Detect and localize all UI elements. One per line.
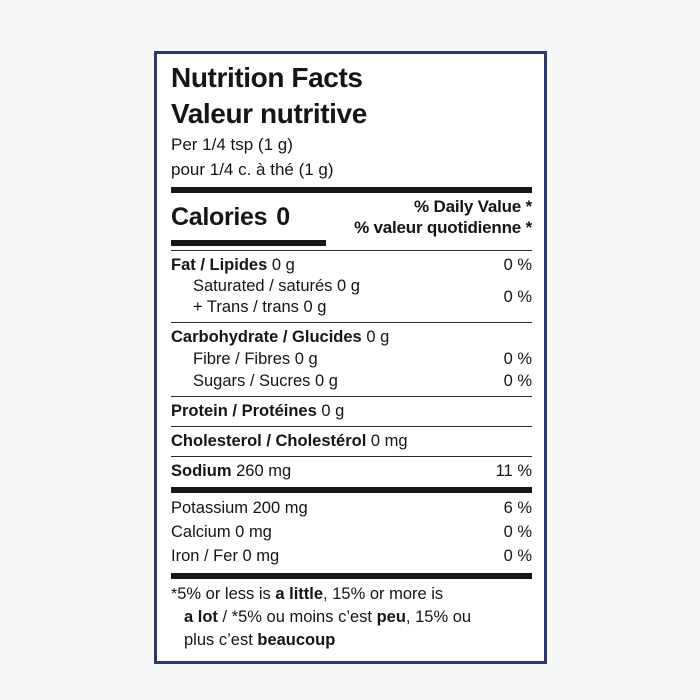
- nutrient-name: Cholesterol / Cholestérol 0 mg: [171, 432, 408, 450]
- nutrient-row-cholesterol: Cholesterol / Cholestérol 0 mg: [171, 430, 532, 452]
- title-en: Nutrition Facts: [171, 62, 363, 93]
- separator-thick-top: [171, 187, 532, 193]
- nutrition-facts-label: Nutrition Facts Valeur nutritive Per 1/4…: [154, 51, 547, 664]
- daily-value-header: % Daily Value * % valeur quotidienne *: [354, 196, 532, 238]
- minerals-section: Potassium 200 mg 6 % Calcium 0 mg 0 % Ir…: [171, 496, 532, 568]
- nutrient-row-protein: Protein / Protéines 0 g: [171, 400, 532, 422]
- title-fr: Valeur nutritive: [171, 98, 367, 129]
- nutrient-dv: 0 %: [503, 256, 532, 274]
- separator-thin: [171, 396, 532, 397]
- calories: Calories 0: [171, 203, 290, 232]
- footnote: *5% or less is a little, 15% or more is …: [171, 583, 532, 652]
- serving-size-en: Per 1/4 tsp (1 g): [171, 135, 293, 154]
- nutrient-row-calcium: Calcium 0 mg 0 %: [171, 520, 532, 544]
- calories-label: Calories: [171, 202, 268, 231]
- separator-thick-bottom: [171, 573, 532, 579]
- footnote-line-1: *5% or less is a little, 15% or more is: [171, 585, 444, 603]
- calories-underline-bar: [171, 240, 326, 246]
- calories-row: Calories 0 % Daily Value * % valeur quot…: [171, 196, 532, 238]
- nutrient-name: Fibre / Fibres 0 g: [193, 350, 318, 368]
- nutrient-row-fibre: Fibre / Fibres 0 g 0 %: [171, 348, 532, 370]
- nutrient-row-carbohydrate: Carbohydrate / Glucides 0 g: [171, 326, 532, 348]
- nutrient-name: Potassium 200 mg: [171, 499, 308, 517]
- nutrient-dv: 0 %: [503, 287, 532, 306]
- footnote-line-3: plus c’est beaucoup: [184, 631, 336, 649]
- nutrient-name: Iron / Fer 0 mg: [171, 547, 280, 565]
- nutrient-row-saturated-trans: Saturated / saturés 0 g + Trans / trans …: [171, 276, 532, 318]
- daily-value-header-fr: % valeur quotidienne *: [354, 218, 532, 237]
- nutrient-name: Saturated / saturés 0 g + Trans / trans …: [193, 277, 360, 316]
- nutrient-row-iron: Iron / Fer 0 mg 0 %: [171, 544, 532, 568]
- daily-value-header-en: % Daily Value *: [414, 197, 532, 216]
- serving-size-fr: pour 1/4 c. à thé (1 g): [171, 160, 334, 179]
- nutrient-name: Protein / Protéines 0 g: [171, 402, 345, 420]
- nutrient-name: Sugars / Sucres 0 g: [193, 372, 338, 390]
- separator-thin: [171, 250, 532, 251]
- separator-thin: [171, 456, 532, 457]
- nutrient-name: Fat / Lipides 0 g: [171, 256, 295, 274]
- separator-thin: [171, 426, 532, 427]
- nutrient-dv: 0 %: [503, 372, 532, 390]
- nutrient-name: Calcium 0 mg: [171, 523, 272, 541]
- nutrient-dv: 0 %: [503, 523, 532, 541]
- calories-value: 0: [276, 202, 290, 231]
- nutrient-row-potassium: Potassium 200 mg 6 %: [171, 496, 532, 520]
- separator-thin: [171, 322, 532, 323]
- nutrient-row-sugars: Sugars / Sucres 0 g 0 %: [171, 370, 532, 392]
- nutrient-name: Carbohydrate / Glucides 0 g: [171, 328, 390, 346]
- footnote-line-2: a lot / *5% ou moins c’est peu, 15% ou: [184, 608, 472, 626]
- nutrient-row-sodium: Sodium 260 mg 11 %: [171, 460, 532, 482]
- nutrient-name: Sodium 260 mg: [171, 462, 292, 480]
- nutrient-row-fat: Fat / Lipides 0 g 0 %: [171, 254, 532, 276]
- nutrient-dv: 11 %: [495, 462, 532, 480]
- nutrient-dv: 0 %: [503, 350, 532, 368]
- separator-thick-middle: [171, 487, 532, 493]
- nutrient-dv: 6 %: [503, 499, 532, 517]
- nutrient-dv: 0 %: [503, 547, 532, 565]
